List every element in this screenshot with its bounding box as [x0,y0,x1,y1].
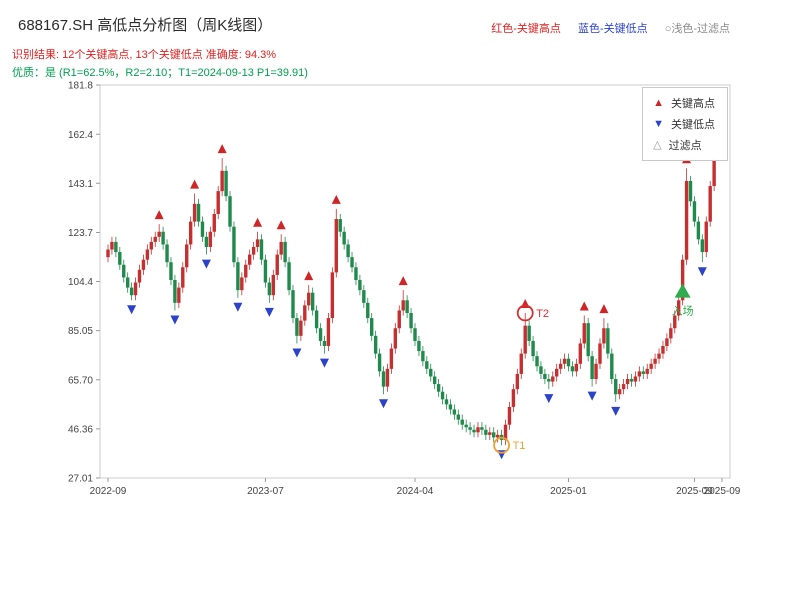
x-axis-label: 2023-07 [247,486,284,497]
y-axis-label: 143.1 [68,179,93,190]
key-low-marker [611,406,621,416]
key-low-marker [587,391,597,401]
legend-filter-text: ○浅色-过滤点 [664,23,730,35]
key-low-marker [170,315,180,325]
key-low-marker [697,267,707,277]
x-axis-label: 2025-01 [550,486,587,497]
quality-result-text: 优质：是 (R1=62.5%，R2=2.10；T1=2024-09-13 P1=… [12,67,308,79]
t1-circle-marker [493,436,510,454]
key-high-marker [331,194,341,204]
key-high-marker [599,304,609,314]
y-axis-label: 162.4 [68,130,93,141]
key-low-marker [379,399,389,409]
y-axis-label: 181.8 [68,81,93,92]
x-axis-label: 2025-09 [676,486,713,497]
key-high-marker [217,144,227,154]
x-axis-label: 2024-04 [397,486,434,497]
key-low-marker [233,302,243,312]
key-high-marker [190,179,200,189]
y-axis-label: 123.7 [68,228,93,239]
legend-item-key-low: ▼ 关键低点 [653,116,715,132]
key-low-icon: ▼ [653,117,664,130]
legend-item-label: 过滤点 [668,140,702,152]
t2-label: T2 [536,308,549,320]
y-axis-label: 27.01 [68,474,93,485]
key-high-marker [276,220,286,230]
plot-area [99,84,731,479]
color-legend: 红色-关键高点 蓝色-关键低点 ○浅色-过滤点 [477,20,730,36]
y-axis-label: 65.70 [68,375,93,386]
legend-high-text: 红色-关键高点 [491,23,561,35]
key-low-marker [292,348,302,358]
key-low-marker [319,358,329,368]
entry-marker [674,283,691,298]
t2-circle-marker [516,304,534,322]
legend-item-filter: △ 过滤点 [653,137,715,153]
x-axis-label: 2022-09 [90,486,127,497]
key-low-marker [127,305,137,315]
recognition-result-text: 识别结果: 12个关键高点, 13个关键低点 准确度: 94.3% [12,49,277,61]
chart-legend-box: ▲ 关键高点 ▼ 关键低点 △ 过滤点 [642,87,728,161]
key-low-marker [264,307,274,317]
page-title: 688167.SH 高低点分析图（周K线图） [18,17,273,34]
y-axis-label: 46.36 [68,424,93,435]
filter-icon: △ [653,138,662,151]
y-axis-label: 104.4 [68,277,93,288]
entry-label: 入场 [672,304,694,318]
x-axis-label: 2025-09 [704,486,741,497]
legend-item-key-high: ▲ 关键高点 [653,95,715,111]
key-high-marker [304,271,314,281]
key-high-marker [398,276,408,286]
legend-item-label: 关键高点 [671,98,715,110]
t1-label: T1 [513,440,526,452]
key-high-marker [253,217,263,227]
legend-item-label: 关键低点 [671,119,715,131]
key-high-marker [154,210,164,220]
key-high-icon: ▲ [653,96,664,109]
key-low-marker [201,259,211,269]
legend-low-text: 蓝色-关键低点 [577,23,648,35]
key-low-marker [544,394,554,404]
y-axis-label: 85.05 [68,326,93,337]
key-high-marker [579,301,589,311]
